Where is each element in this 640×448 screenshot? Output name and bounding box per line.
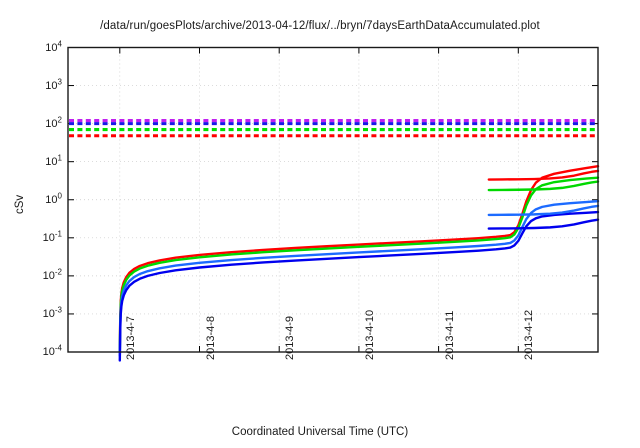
x-axis-label: Coordinated Universal Time (UTC) [231,426,409,438]
event-dose-darkblue [487,218,600,230]
y-tick-label: 10-4 [42,343,62,358]
x-tick-label: 2013-4-12 [523,309,536,360]
y-tick-label: 10-2 [42,267,62,282]
y-tick-label: 102 [45,114,62,130]
y-tick-label: 10-3 [42,305,62,320]
event-dose-red [487,169,600,181]
y-tick-label: 104 [45,38,62,54]
y-tick-label: 100 [45,191,62,206]
page-title: /data/run/goesPlots/archive/2013-04-12/f… [100,20,540,32]
plot-frame [67,46,599,353]
y-tick-label: 101 [45,153,62,168]
accumulated-dose-green [118,176,600,354]
event-dose-green [487,180,600,192]
x-tick-label: 2013-4-8 [204,315,217,360]
x-tick-label: 2013-4-9 [284,315,297,360]
x-tick-label: 2013-4-7 [124,315,137,360]
x-tick-label: 2013-4-11 [443,310,456,360]
y-tick-label: 10-1 [42,229,62,244]
event-dose-lightblue [487,204,600,217]
accumulated-dose-darkblue [118,210,600,362]
accumulated-dose-lightblue [118,199,600,357]
x-tick-label: 2013-4-10 [363,309,376,360]
y-tick-label: 103 [45,76,62,92]
